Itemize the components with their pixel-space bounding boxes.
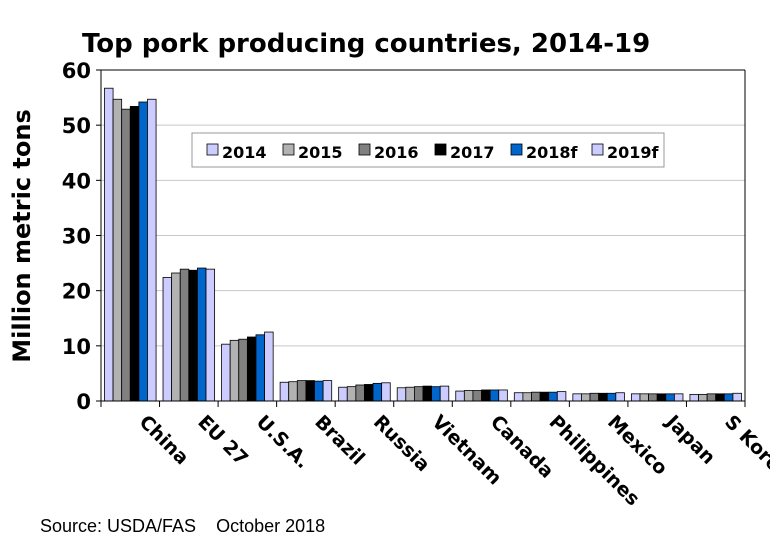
bar-2016 bbox=[531, 391, 541, 402]
bar-2016 bbox=[296, 380, 307, 402]
y-tick-label: 60 bbox=[62, 59, 91, 83]
legend-swatch-2017 bbox=[434, 143, 447, 156]
legend-swatch-2015 bbox=[282, 143, 295, 156]
bar-2015 bbox=[171, 272, 181, 402]
x-tick-label: EU 27 bbox=[193, 411, 252, 470]
bar-2016 bbox=[472, 390, 482, 402]
x-tick-label: U.S.A. bbox=[252, 411, 314, 473]
y-tick-label: 20 bbox=[62, 280, 91, 304]
bar-2014 bbox=[572, 393, 582, 402]
bar-2015 bbox=[639, 393, 649, 402]
bar-2017 bbox=[305, 380, 315, 402]
legend-box bbox=[191, 132, 665, 168]
y-tick-label: 50 bbox=[62, 114, 91, 138]
bar-2015 bbox=[112, 98, 123, 402]
bar-2016 bbox=[355, 384, 365, 402]
bar-chart: Top pork producing countries, 2014-19 0 10… bbox=[8, 29, 770, 510]
bar-2014 bbox=[455, 390, 465, 402]
bar-2019f bbox=[381, 382, 391, 402]
bar-2017 bbox=[715, 393, 725, 402]
y-tick-label: 30 bbox=[62, 225, 91, 249]
legend-label: 2015 bbox=[298, 143, 343, 162]
y-tick-label: 0 bbox=[76, 390, 91, 414]
bar-2014 bbox=[396, 387, 407, 402]
y-axis-label: Million metric tons bbox=[8, 109, 36, 362]
bar-2019f bbox=[322, 380, 333, 402]
legend-label: 2016 bbox=[374, 143, 419, 162]
bar-2018f bbox=[138, 101, 148, 402]
bar-2018f bbox=[606, 392, 617, 402]
bar-2016 bbox=[179, 268, 190, 402]
bar-2015 bbox=[463, 390, 474, 402]
legend-swatch-2014 bbox=[206, 143, 219, 156]
x-tick-label: Russia bbox=[369, 411, 434, 476]
chart-title: Top pork producing countries, 2014-19 bbox=[82, 29, 650, 59]
x-tick-label: Japan bbox=[660, 410, 719, 469]
bar-2018f bbox=[548, 391, 558, 402]
y-tick-label: 10 bbox=[62, 335, 91, 359]
x-tick-label: S Korea bbox=[720, 411, 770, 485]
bar-2015 bbox=[522, 392, 532, 402]
bar-2015 bbox=[288, 381, 298, 402]
bar-2017 bbox=[364, 384, 374, 402]
bar-2017 bbox=[422, 385, 433, 402]
bar-2019f bbox=[498, 389, 508, 402]
bar-2014 bbox=[689, 393, 699, 402]
bar-2017 bbox=[481, 389, 491, 402]
legend-label: 2019f bbox=[607, 143, 660, 162]
bar-2017 bbox=[129, 106, 140, 402]
bar-2017 bbox=[188, 269, 198, 402]
legend-label: 2017 bbox=[450, 143, 495, 162]
legend-swatch-2016 bbox=[358, 143, 371, 156]
bar-2017 bbox=[598, 392, 608, 402]
bar-2018f bbox=[431, 386, 441, 402]
y-tick-label: 40 bbox=[62, 169, 91, 193]
bar-2014 bbox=[104, 87, 114, 402]
bar-2019f bbox=[556, 391, 567, 402]
bar-2014 bbox=[630, 393, 641, 402]
legend-swatch-2019f bbox=[591, 143, 604, 156]
bar-2015 bbox=[229, 339, 240, 402]
bar-2016 bbox=[121, 108, 131, 402]
bar-2015 bbox=[346, 386, 357, 402]
bar-2018f bbox=[255, 334, 265, 402]
bar-2016 bbox=[648, 393, 658, 402]
bar-2015 bbox=[581, 393, 591, 402]
bar-2017 bbox=[246, 336, 257, 402]
bar-2015 bbox=[698, 393, 708, 402]
bar-2014 bbox=[513, 392, 524, 402]
legend-label: 2014 bbox=[222, 143, 267, 162]
bar-2018f bbox=[723, 393, 734, 402]
bar-2018f bbox=[314, 380, 324, 402]
bar-2014 bbox=[162, 277, 173, 402]
x-tick-label: China bbox=[135, 411, 193, 469]
bar-2016 bbox=[589, 392, 600, 402]
bar-2019f bbox=[147, 98, 157, 402]
bar-2015 bbox=[405, 386, 415, 402]
bar-2016 bbox=[413, 386, 424, 402]
source-note: Source: USDA/FAS October 2018 bbox=[40, 516, 326, 536]
bar-2018f bbox=[665, 393, 675, 402]
legend-swatch-2018f bbox=[510, 143, 523, 156]
bar-2014 bbox=[221, 343, 231, 402]
bar-2019f bbox=[732, 392, 742, 402]
x-tick-label: Brazil bbox=[310, 411, 369, 470]
bar-2019f bbox=[205, 268, 216, 402]
bar-2019f bbox=[615, 392, 625, 402]
bar-2018f bbox=[372, 382, 383, 402]
bar-2019f bbox=[673, 393, 684, 402]
bar-2014 bbox=[338, 386, 348, 402]
legend-label: 2018f bbox=[526, 143, 579, 162]
bar-2016 bbox=[706, 393, 717, 402]
bar-2018f bbox=[489, 389, 500, 402]
bar-2017 bbox=[539, 391, 550, 402]
bar-2016 bbox=[238, 338, 248, 402]
bar-2017 bbox=[656, 393, 667, 402]
bar-2019f bbox=[264, 331, 274, 402]
bar-2014 bbox=[279, 381, 290, 402]
bar-2019f bbox=[439, 385, 450, 402]
bar-2018f bbox=[197, 267, 207, 402]
